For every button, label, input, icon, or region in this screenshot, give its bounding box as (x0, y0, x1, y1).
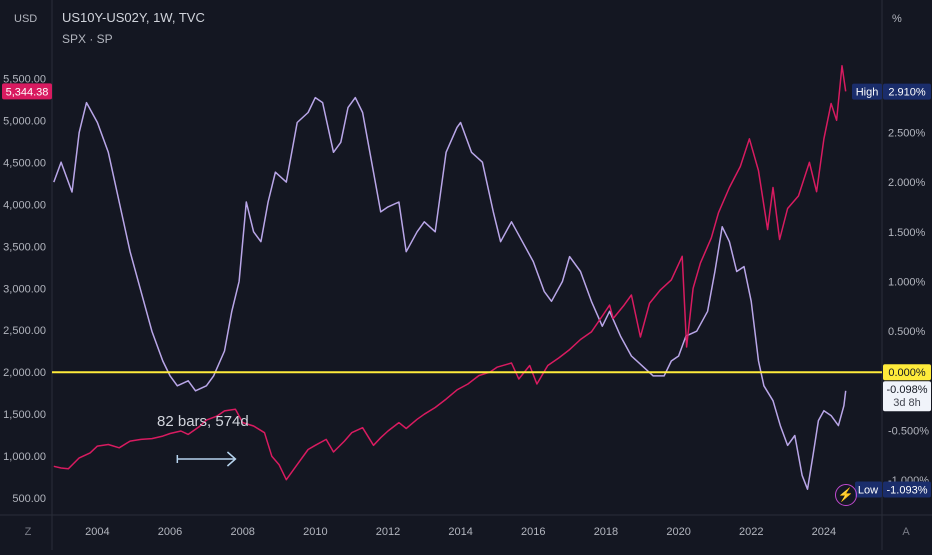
right-axis-tick-label: 0.500% (888, 326, 926, 338)
spread-series-line (53, 96, 847, 490)
lightning-bolt-icon[interactable]: ⚡ (835, 484, 857, 506)
left-axis-tick-label: 5,500.00 (3, 73, 46, 85)
spread-last-value-tag (883, 381, 931, 412)
x-axis-tick-label: 2006 (158, 526, 182, 538)
left-axis-tick-label: 3,000.00 (3, 283, 46, 295)
spx-last-price-tag (2, 83, 52, 100)
zero-line-label: 0.000% (888, 367, 926, 379)
x-axis-tick-label: 2018 (594, 526, 618, 538)
right-axis-tick-label: 1.000% (888, 276, 926, 288)
left-axis-tick-label: 1,500.00 (3, 409, 46, 421)
chart-subtitle: SPX · SP (62, 32, 113, 46)
measure-arrow-head (226, 451, 237, 467)
left-axis-tick-label: 500.00 (12, 493, 46, 505)
spread-last-value-label: -0.098% (887, 384, 928, 396)
low-tag-label: Low (858, 484, 878, 496)
right-axis-tick-label: 1.500% (888, 227, 926, 239)
left-axis-tick-label: 5,000.00 (3, 115, 46, 127)
x-axis-tick-label: 2020 (666, 526, 690, 538)
spx-last-price-label: 5,344.38 (6, 86, 49, 98)
right-axis-unit: % (892, 13, 902, 25)
low-value-label: -1.093% (887, 484, 928, 496)
left-axis-tick-label: 2,500.00 (3, 325, 46, 337)
left-axis-tick-label: 1,000.00 (3, 451, 46, 463)
low-tag (855, 481, 882, 498)
x-axis-tick-label: 2014 (448, 526, 472, 538)
auto-scale-button[interactable]: A (902, 526, 910, 538)
x-axis-tick-label: 2004 (85, 526, 109, 538)
right-axis-tick-label: 2.000% (888, 177, 926, 189)
x-axis-tick-label: 2008 (230, 526, 254, 538)
x-axis-tick-label: 2016 (521, 526, 545, 538)
x-axis-tick-label: 2010 (303, 526, 327, 538)
x-axis-tick-label: 2012 (376, 526, 400, 538)
spx-series-line (53, 64, 847, 481)
left-axis-tick-label: 4,000.00 (3, 199, 46, 211)
left-axis-unit: USD (14, 13, 38, 25)
right-axis-tick-label: 2.500% (888, 127, 926, 139)
right-axis-tick-label: -0.500% (888, 426, 929, 438)
bar-countdown-label: 3d 8h (893, 397, 921, 409)
chart-title: US10Y-US02Y, 1W, TVC (62, 10, 205, 25)
zero-line-tag (883, 364, 931, 381)
z-button[interactable]: Z (24, 526, 32, 538)
left-axis-tick-label: 2,000.00 (3, 367, 46, 379)
high-value-label: 2.910% (888, 87, 926, 99)
high-value-tag (883, 83, 931, 100)
low-value-tag (883, 481, 931, 498)
x-axis-tick-label: 2022 (739, 526, 763, 538)
x-axis-tick-label: 2024 (812, 526, 836, 538)
left-axis-tick-label: 4,500.00 (3, 157, 46, 169)
high-tag-label: High (856, 87, 879, 99)
high-tag (852, 83, 882, 100)
left-axis-tick-label: 3,500.00 (3, 241, 46, 253)
measure-annotation-label: 82 bars, 574d (157, 413, 249, 430)
